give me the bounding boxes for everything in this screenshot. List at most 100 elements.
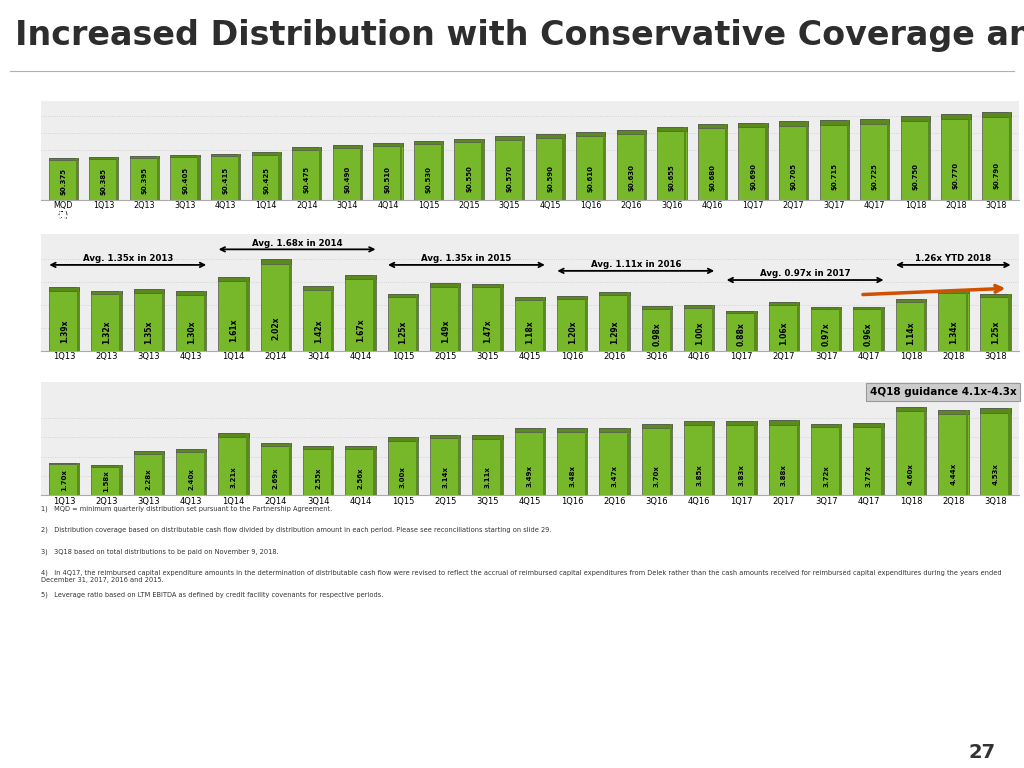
Bar: [218, 277, 249, 281]
Bar: [628, 292, 630, 351]
Text: $0.715: $0.715: [831, 163, 838, 190]
Text: 3.47x: 3.47x: [611, 465, 617, 488]
Text: Increased Distribution with Conservative Coverage and Leverage: Increased Distribution with Conservative…: [15, 19, 1024, 52]
Bar: [211, 154, 241, 156]
Text: 3.11x: 3.11x: [484, 466, 490, 488]
Bar: [839, 423, 842, 495]
Bar: [811, 423, 842, 428]
Bar: [261, 259, 291, 263]
Bar: [670, 306, 672, 351]
Bar: [616, 130, 646, 134]
Text: 3.48x: 3.48x: [569, 465, 575, 488]
Bar: [755, 422, 757, 495]
Text: 0.97x: 0.97x: [821, 322, 830, 346]
Bar: [1009, 112, 1011, 200]
Text: $0.690: $0.690: [751, 164, 756, 190]
Bar: [130, 156, 159, 158]
Text: 4.60x: 4.60x: [908, 463, 914, 485]
Bar: [77, 287, 80, 351]
Bar: [980, 293, 1011, 297]
Bar: [811, 423, 842, 495]
Text: 1.26x YTD 2018: 1.26x YTD 2018: [915, 254, 991, 263]
Text: 1.29x: 1.29x: [610, 320, 620, 344]
Bar: [198, 154, 200, 200]
Text: 27: 27: [969, 743, 995, 762]
Text: 3)   3Q18 based on total distributions to be paid on November 9, 2018.: 3) 3Q18 based on total distributions to …: [41, 548, 279, 554]
Text: 1.34x: 1.34x: [949, 320, 957, 343]
Bar: [980, 408, 1011, 495]
Bar: [49, 287, 80, 351]
Bar: [769, 303, 799, 351]
Bar: [388, 438, 418, 441]
Bar: [969, 114, 971, 200]
Text: 1.42x: 1.42x: [313, 319, 323, 343]
Bar: [684, 421, 715, 495]
Bar: [738, 123, 768, 127]
Bar: [481, 138, 483, 200]
Bar: [204, 292, 207, 351]
Text: 1.06x: 1.06x: [779, 322, 788, 345]
Text: Avg. 0.97x in 2017: Avg. 0.97x in 2017: [760, 270, 850, 278]
Bar: [887, 119, 889, 200]
Bar: [599, 292, 630, 295]
Bar: [430, 435, 461, 495]
Bar: [765, 123, 768, 200]
Text: 1.30x: 1.30x: [186, 320, 196, 344]
Bar: [557, 296, 588, 299]
Bar: [515, 428, 545, 432]
Bar: [91, 465, 122, 495]
Bar: [938, 409, 969, 415]
Bar: [603, 132, 605, 200]
Text: $0.405: $0.405: [182, 167, 188, 194]
Bar: [522, 137, 524, 200]
Text: $0.705: $0.705: [791, 164, 797, 190]
Text: Delek: Delek: [36, 720, 69, 730]
Bar: [712, 305, 715, 351]
Text: $0.610: $0.610: [588, 164, 594, 191]
Bar: [896, 406, 926, 495]
Text: $0.395: $0.395: [141, 167, 147, 194]
Text: 0.96x: 0.96x: [864, 323, 873, 346]
Text: $0.790: $0.790: [993, 162, 999, 189]
Bar: [896, 299, 926, 302]
Bar: [89, 157, 119, 200]
Bar: [853, 307, 884, 351]
Bar: [458, 283, 461, 351]
Bar: [289, 443, 291, 495]
Bar: [726, 311, 757, 351]
Bar: [359, 145, 361, 200]
Bar: [430, 283, 461, 286]
Bar: [616, 130, 646, 200]
Text: 1.49x: 1.49x: [440, 319, 450, 343]
Bar: [49, 287, 80, 291]
Bar: [811, 306, 842, 351]
Text: $0.490: $0.490: [344, 166, 350, 193]
Bar: [819, 121, 849, 124]
Bar: [599, 429, 630, 432]
Bar: [77, 462, 80, 495]
Text: 3.49x: 3.49x: [527, 465, 532, 487]
Text: 2.28x: 2.28x: [145, 468, 152, 490]
Bar: [769, 420, 799, 495]
Text: 1.25x: 1.25x: [398, 321, 408, 344]
Bar: [416, 293, 418, 351]
Bar: [91, 290, 122, 294]
Bar: [726, 311, 757, 313]
Bar: [345, 274, 376, 351]
Bar: [924, 299, 926, 351]
Bar: [120, 290, 122, 351]
Bar: [847, 121, 849, 200]
Bar: [1009, 408, 1011, 495]
Text: 4.53x: 4.53x: [992, 463, 998, 485]
Text: $0.425: $0.425: [263, 167, 269, 194]
Bar: [261, 259, 291, 351]
Bar: [303, 446, 334, 449]
Bar: [684, 421, 715, 425]
Bar: [218, 433, 249, 437]
Bar: [261, 443, 291, 446]
Bar: [134, 452, 164, 454]
Text: 1.14x: 1.14x: [906, 321, 915, 345]
Bar: [162, 290, 164, 351]
Text: 1.00x: 1.00x: [694, 322, 703, 346]
Text: 4.44x: 4.44x: [950, 463, 956, 485]
